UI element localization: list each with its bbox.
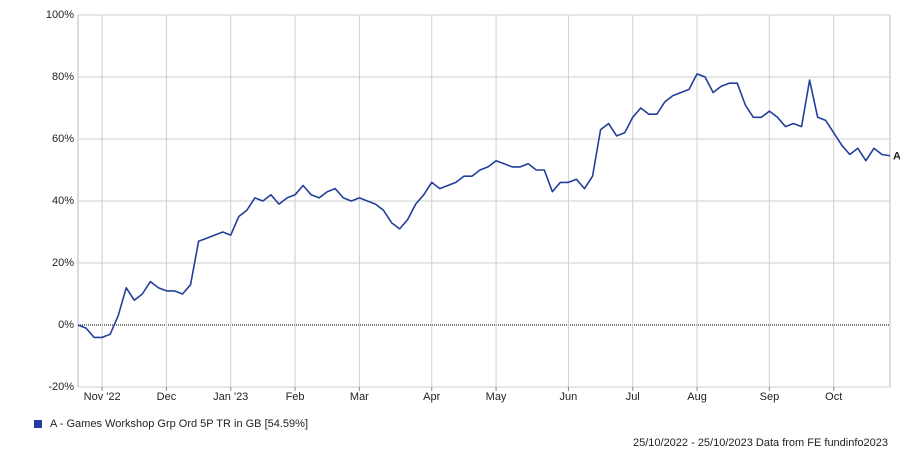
x-tick-label: Aug [687, 391, 707, 403]
y-tick-label: 60% [52, 133, 74, 145]
x-tick-label: Apr [423, 391, 440, 403]
x-tick-label: Sep [760, 391, 780, 403]
y-tick-label: -20% [48, 381, 74, 393]
x-tick-label: Oct [825, 391, 842, 403]
legend-label: A - Games Workshop Grp Ord 5P TR in GB [… [50, 418, 308, 430]
y-tick-label: 20% [52, 257, 74, 269]
x-tick-label: May [486, 391, 507, 403]
footer: 25/10/2022 - 25/10/2023 Data from FE fun… [633, 437, 888, 449]
y-tick-label: 0% [58, 319, 74, 331]
x-tick-label: Mar [350, 391, 369, 403]
x-tick-label: Jun [560, 391, 578, 403]
x-tick-label: Jan '23 [213, 391, 248, 403]
y-tick-label: 40% [52, 195, 74, 207]
legend-swatch [34, 420, 42, 428]
y-tick-label: 100% [46, 9, 74, 21]
x-tick-label: Dec [157, 391, 177, 403]
x-tick-label: Jul [626, 391, 640, 403]
end-label: A [893, 151, 900, 163]
x-tick-label: Nov '22 [84, 391, 121, 403]
y-tick-label: 80% [52, 71, 74, 83]
x-tick-label: Feb [286, 391, 305, 403]
series-line [77, 73, 891, 339]
